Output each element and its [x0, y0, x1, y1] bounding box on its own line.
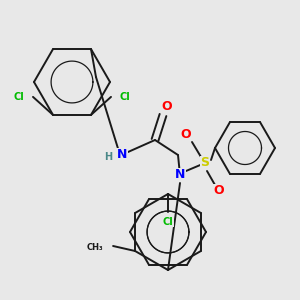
- Text: Cl: Cl: [14, 92, 24, 102]
- Text: Cl: Cl: [120, 92, 130, 102]
- Text: S: S: [200, 157, 209, 169]
- Text: O: O: [214, 184, 224, 197]
- Text: N: N: [175, 169, 185, 182]
- Text: H: H: [104, 152, 112, 162]
- Text: CH₃: CH₃: [86, 242, 103, 251]
- Text: Cl: Cl: [163, 217, 173, 227]
- Text: O: O: [162, 100, 172, 113]
- Text: N: N: [117, 148, 127, 161]
- Text: O: O: [181, 128, 191, 140]
